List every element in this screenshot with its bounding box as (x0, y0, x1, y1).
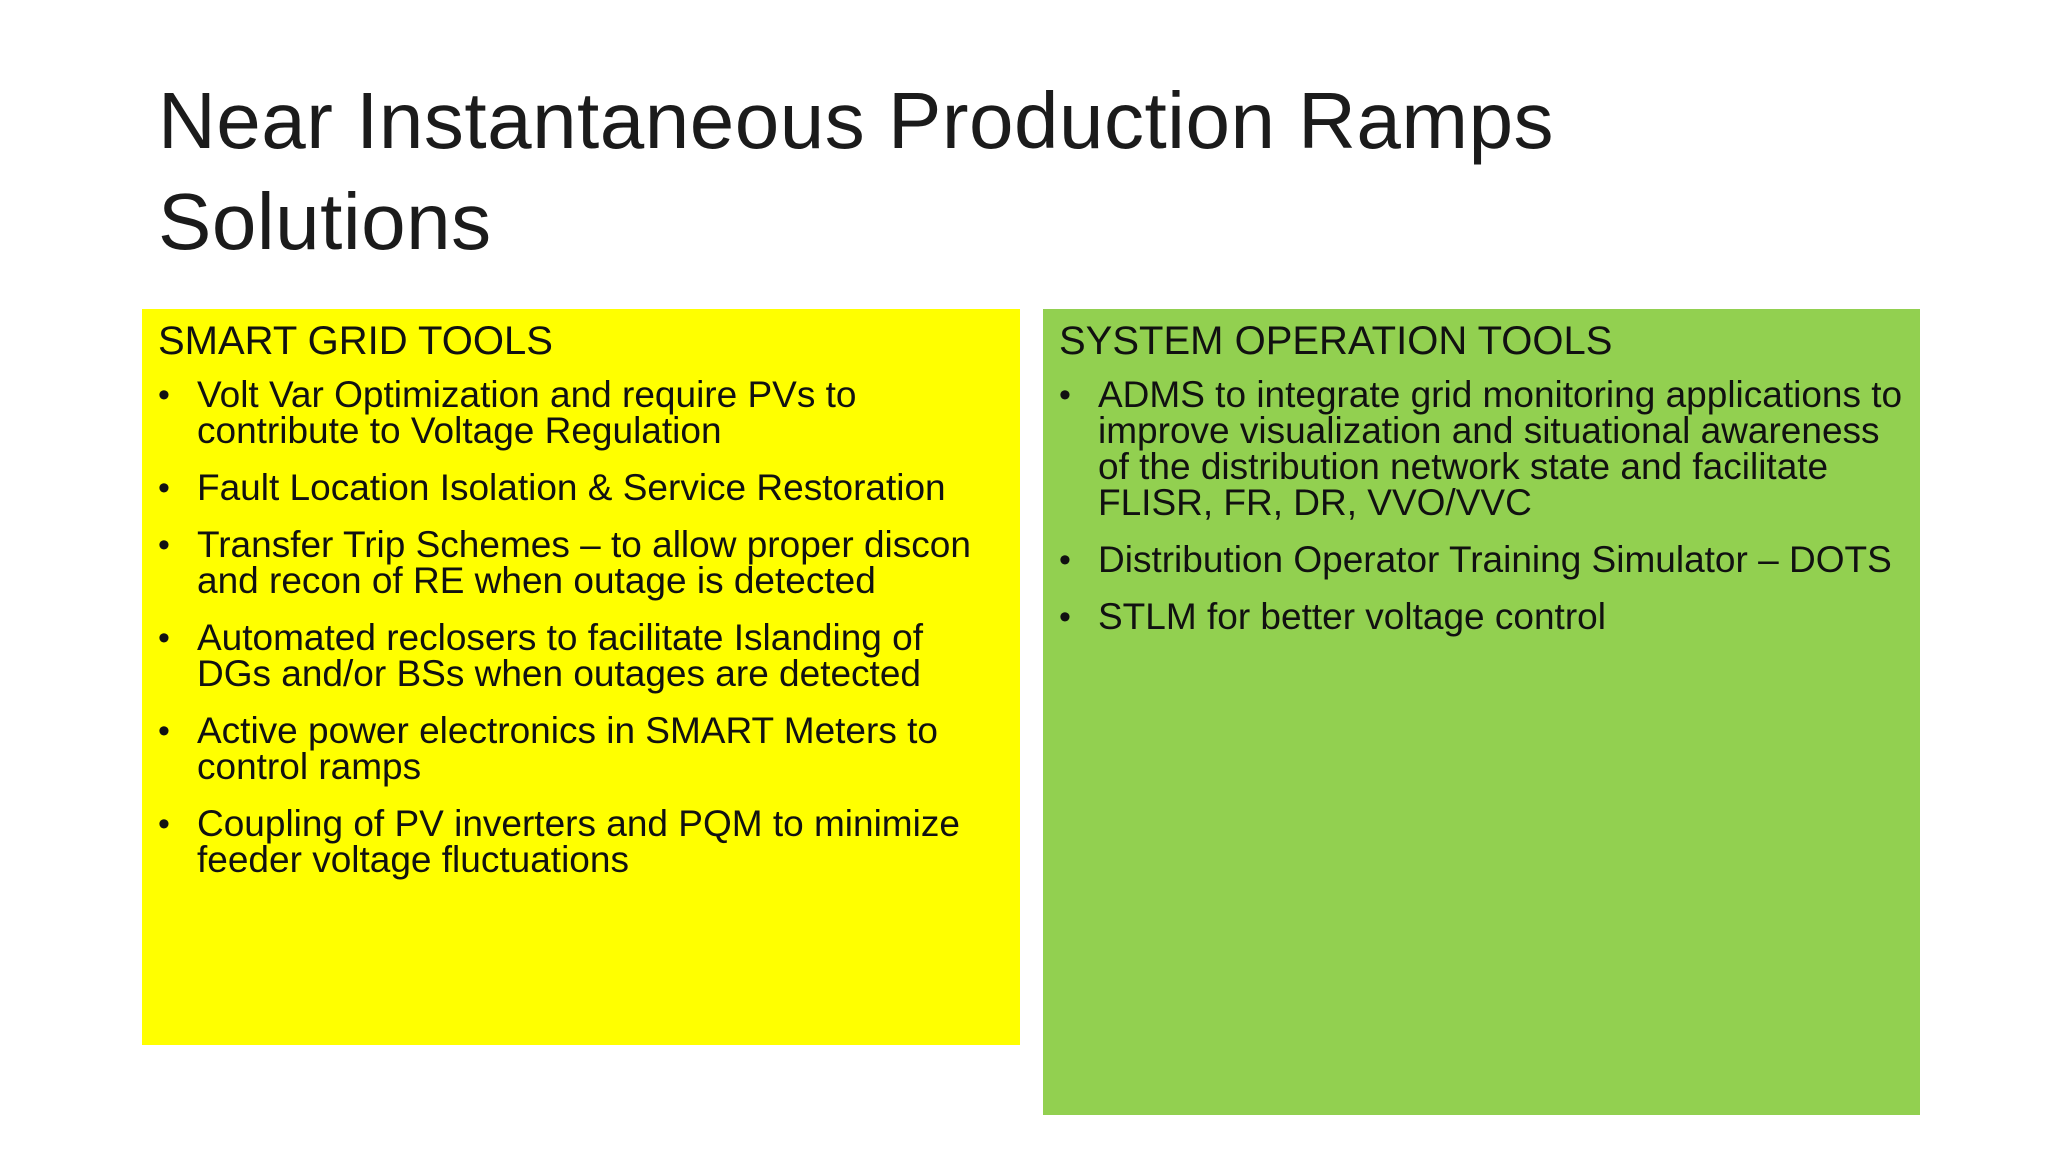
slide-title: Near Instantaneous Production Ramps Solu… (158, 70, 1918, 272)
list-item-text: Fault Location Isolation & Service Resto… (197, 467, 946, 508)
list-item: • Automated reclosers to facilitate Islan… (158, 617, 1004, 694)
bullet-icon: • (158, 526, 170, 564)
smart-grid-tools-panel: SMART GRID TOOLS • Volt Var Optimization … (142, 309, 1020, 1045)
list-item-text: Automated reclosers to facilitate Island… (197, 617, 923, 694)
bullet-icon: • (1059, 376, 1071, 414)
bullet-icon: • (158, 469, 170, 507)
bullet-icon: • (158, 376, 170, 414)
list-item: • Fault Location Isolation & Service Rest… (158, 467, 1004, 508)
list-item-text: Volt Var Optimization and require PVs to… (197, 374, 857, 451)
list-item-text: Transfer Trip Schemes – to allow proper … (197, 524, 971, 601)
smart-grid-tools-heading: SMART GRID TOOLS (158, 319, 553, 363)
list-item-text: ADMS to integrate grid monitoring applic… (1098, 374, 1903, 523)
list-item-text: Coupling of PV inverters and PQM to mini… (197, 803, 960, 880)
bullet-icon: • (1059, 598, 1071, 636)
list-item-text: STLM for better voltage control (1098, 596, 1606, 637)
list-item: • Transfer Trip Schemes – to allow proper… (158, 524, 1004, 601)
list-item: • Coupling of PV inverters and PQM to min… (158, 803, 1004, 880)
list-item: • ADMS to integrate grid monitoring appli… (1059, 374, 1904, 523)
list-item: • Volt Var Optimization and require PVs t… (158, 374, 1004, 451)
list-item: • STLM for better voltage control (1059, 596, 1904, 637)
system-operation-tools-heading: SYSTEM OPERATION TOOLS (1059, 319, 1613, 363)
system-operation-tools-panel: SYSTEM OPERATION TOOLS • ADMS to integrat… (1043, 309, 1920, 1115)
list-item-text: Active power electronics in SMART Meters… (197, 710, 938, 787)
smart-grid-tools-list: • Volt Var Optimization and require PVs t… (158, 374, 1004, 880)
system-operation-tools-list: • ADMS to integrate grid monitoring appli… (1059, 374, 1904, 637)
bullet-icon: • (158, 619, 170, 657)
slide-title-line-1: Near Instantaneous Production Ramps (158, 76, 1555, 165)
bullet-icon: • (158, 712, 170, 750)
list-item: • Active power electronics in SMART Meter… (158, 710, 1004, 787)
bullet-icon: • (1059, 541, 1071, 579)
list-item-text: Distribution Operator Training Simulator… (1098, 539, 1892, 580)
slide-title-line-2: Solutions (158, 177, 492, 266)
bullet-icon: • (158, 805, 170, 843)
list-item: • Distribution Operator Training Simulato… (1059, 539, 1904, 580)
